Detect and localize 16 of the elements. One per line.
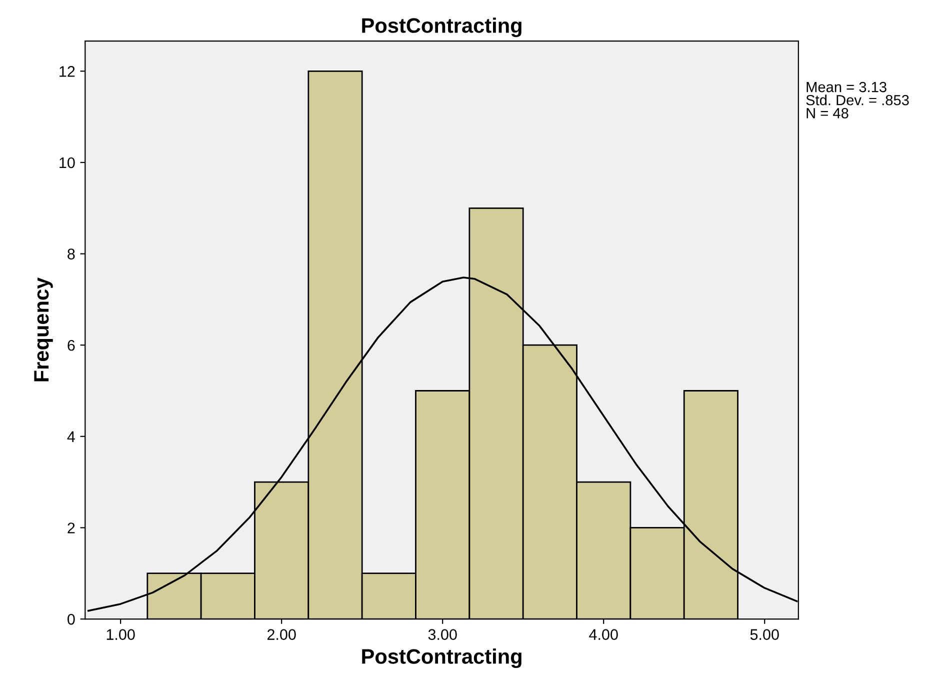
- x-tick-label: 2.00: [267, 629, 296, 640]
- x-tick-label: 3.00: [428, 629, 457, 640]
- y-tick-label: 2: [68, 522, 75, 534]
- y-tick-label: 4: [67, 431, 75, 442]
- x-tick-label: 4.00: [589, 629, 618, 640]
- x-axis-title: PostContracting: [362, 648, 522, 668]
- y-tick-label: 0: [68, 614, 75, 625]
- text: Mean = 3.13 Std. Dev. = .853 N = 48: [806, 82, 909, 118]
- y-axis-title: Frequency: [34, 277, 53, 382]
- y-tick-label: 10: [60, 157, 75, 168]
- chart-title: PostContracting: [362, 18, 522, 38]
- y-tick-label: 8: [68, 248, 75, 260]
- x-tick-label: 1.00: [106, 629, 135, 640]
- y-tick-label: 12: [60, 66, 75, 77]
- x-tick-label: 5.00: [750, 629, 779, 640]
- y-tick-label: 6: [68, 340, 75, 351]
